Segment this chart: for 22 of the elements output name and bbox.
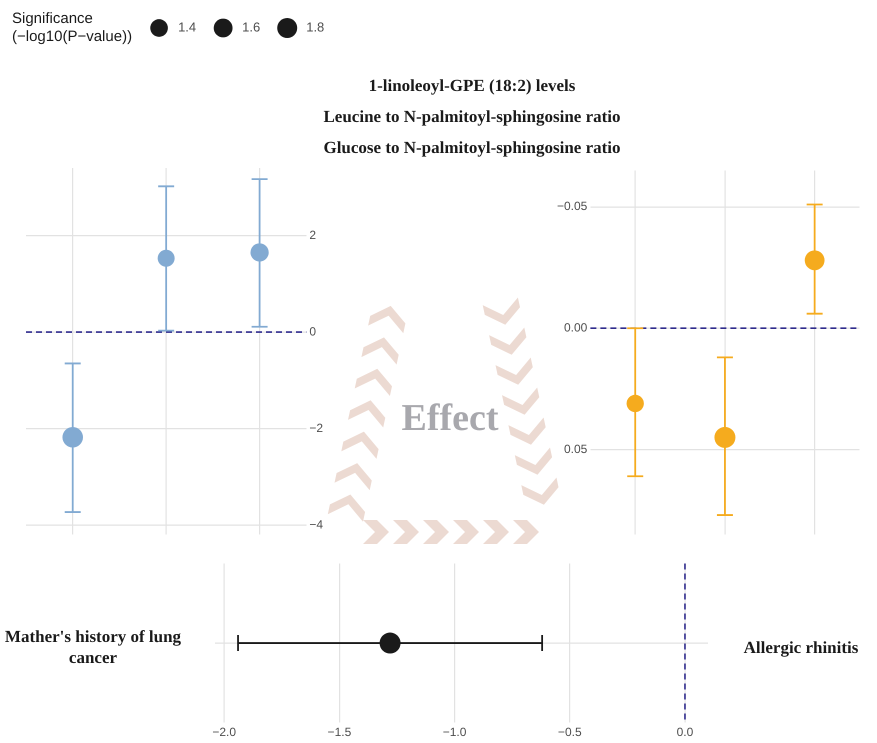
y-tick-label: −2 (309, 420, 324, 435)
y-tick-label: 2 (309, 228, 316, 242)
legend-label: 1.4 (178, 20, 196, 35)
x-tick-label: −1.0 (442, 725, 467, 740)
x-tick-label: −2.0 (212, 725, 236, 740)
text: Effect (400, 396, 500, 440)
y-tick-label: −0.05 (556, 199, 588, 214)
text: Allergic rhinitis (742, 637, 860, 658)
y-tick-label: 0.05 (564, 442, 588, 456)
legend-title: Significance (−log10(P−value)) (12, 10, 132, 46)
x-tick-label: −0.5 (558, 725, 582, 740)
x-tick-label: −1.5 (328, 725, 352, 740)
text: Mather's history of lung cancer (4, 626, 182, 668)
text: Leucine to N-palmitoyl-sphingosine ratio (322, 106, 622, 128)
text: 1-linoleoyl-GPE (18:2) levels (368, 75, 576, 97)
legend-label: 1.6 (242, 20, 260, 35)
text: Glucose to N-palmitoyl-sphingosine ratio (322, 137, 622, 159)
x-tick-label: 0.0 (676, 725, 694, 740)
y-tick-label: 0 (309, 324, 316, 338)
legend-label: 1.8 (306, 20, 324, 35)
y-tick-label: −4 (309, 517, 324, 532)
y-tick-label: 0.00 (564, 320, 588, 335)
